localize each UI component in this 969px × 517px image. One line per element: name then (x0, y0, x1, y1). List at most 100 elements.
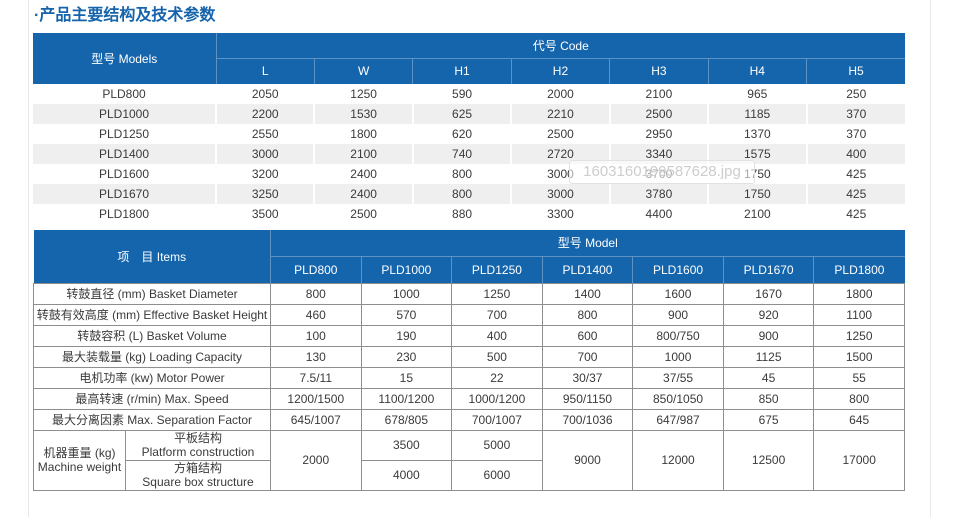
specs-table: 项 目 Items 型号 Model PLD800 PLD1000 PLD125… (33, 230, 905, 491)
column-header: H5 (806, 58, 905, 84)
spec-value-cell: 230 (360, 345, 453, 368)
model-cell: PLD1600 (33, 164, 216, 184)
spec-value-cell: 1200/1500 (270, 387, 362, 410)
dimension-value-cell: 2500 (608, 104, 709, 124)
item-label-cell: 最大装载量 (kg) Loading Capacity (33, 345, 271, 368)
model-cell: PLD800 (33, 84, 216, 104)
dimension-value-cell: 800 (411, 164, 512, 184)
dimension-value-cell: 1800 (313, 124, 413, 144)
model-cell: PLD1800 (33, 204, 216, 224)
spec-value-cell: 800 (541, 303, 634, 326)
column-header: L (215, 58, 315, 84)
spec-value-cell: 1800 (813, 282, 905, 305)
dimension-value-cell: 425 (805, 184, 905, 204)
dimension-value-cell: 1530 (313, 104, 413, 124)
spec-value-cell: 645/1007 (270, 408, 362, 431)
spec-value-cell: 1600 (632, 282, 724, 305)
dimension-value-cell: 3000 (214, 144, 315, 164)
table-row: PLD1250 2550 1800 620 2500 2950 1370 370 (33, 124, 905, 144)
dimension-value-cell: 2100 (313, 144, 413, 164)
column-header: PLD1600 (632, 256, 724, 283)
table-row: 最大分离因素 Max. Separation Factor 645/1007 6… (33, 408, 905, 431)
dimension-value-cell: 880 (411, 204, 512, 224)
structure-label-en: Square box structure (142, 475, 254, 489)
items-corner-header: 项 目 Items (33, 230, 271, 283)
spec-value-cell: 30/37 (541, 366, 634, 389)
content-panel: ·产品主要结构及技术参数 型号 Models 代号 Code L W H1 H2… (28, 0, 931, 517)
spec-value-cell: 400 (451, 324, 543, 347)
spec-value-cell: 920 (722, 303, 815, 326)
dimension-value-cell: 250 (805, 84, 905, 104)
spec-value-cell: 1100 (813, 303, 905, 326)
spec-value-cell: 800/750 (632, 324, 724, 347)
dimension-value-cell: 2000 (510, 84, 610, 104)
column-header: H1 (412, 58, 512, 84)
spec-value-cell: 45 (722, 366, 815, 389)
structure-label-cn: 平板结构 (173, 431, 222, 445)
spec-value-cell: 1000/1200 (451, 387, 543, 410)
spec-value-cell: 130 (270, 345, 362, 368)
dimension-value-cell: 3300 (510, 204, 610, 224)
spec-value-cell: 1500 (813, 345, 905, 368)
dimension-value-cell: 2100 (707, 204, 807, 224)
spec-value-cell: 950/1150 (541, 387, 634, 410)
structure-label-cell: 平板结构 Platform construction (125, 429, 271, 461)
spec-value-cell: 850 (722, 387, 815, 410)
table-row: 最大装载量 (kg) Loading Capacity 130 230 500 … (33, 345, 905, 368)
column-header: PLD800 (270, 256, 362, 283)
spec-value-cell: 647/987 (632, 408, 724, 431)
item-label-cell: 最大分离因素 Max. Separation Factor (33, 408, 271, 431)
weight-value-cell: 12000 (632, 429, 724, 491)
spec-value-cell: 100 (270, 324, 362, 347)
machine-weight-label-cell: 机器重量 (kg) Machine weight (33, 429, 126, 491)
dimension-value-cell: 2210 (510, 104, 610, 124)
table-header-row: L W H1 H2 H3 H4 H5 (33, 58, 905, 84)
item-label-cell: 转鼓容积 (L) Basket Volume (33, 324, 271, 347)
spec-value-cell: 1250 (813, 324, 905, 347)
weight-value-cell: 2000 (270, 429, 362, 491)
spec-value-cell: 1100/1200 (360, 387, 453, 410)
dimension-value-cell: 2050 (214, 84, 315, 104)
section-title: ·产品主要结构及技术参数 (34, 7, 216, 24)
spec-value-cell: 37/55 (632, 366, 724, 389)
dimension-value-cell: 4400 (608, 204, 709, 224)
watermark-filename: 1603160199587628.jpg (569, 160, 755, 184)
spec-value-cell: 1000 (360, 282, 453, 305)
dimension-value-cell: 590 (411, 84, 512, 104)
column-header: PLD1800 (813, 256, 905, 283)
weight-value-cell: 3500 (360, 429, 453, 461)
dimension-value-cell: 370 (805, 124, 905, 144)
table-row: 机器重量 (kg) Machine weight 平板结构 Platform c… (33, 429, 905, 491)
item-label-cell: 电机功率 (kw) Motor Power (33, 366, 271, 389)
spec-value-cell: 675 (722, 408, 815, 431)
spec-value-cell: 645 (813, 408, 905, 431)
weight-value-cell: 12500 (722, 429, 815, 491)
dimension-value-cell: 425 (805, 164, 905, 184)
dimension-value-cell: 3000 (510, 184, 610, 204)
column-header: PLD1400 (541, 256, 633, 283)
column-header: PLD1000 (360, 256, 452, 283)
table-header-row: PLD800 PLD1000 PLD1250 PLD1400 PLD1600 P… (34, 256, 905, 283)
column-header: PLD1670 (722, 256, 814, 283)
machine-weight-label-en: Machine weight (37, 460, 122, 474)
code-group-header: 代号 Code (215, 33, 905, 59)
spec-value-cell: 600 (541, 324, 634, 347)
weight-value-cell: 9000 (541, 429, 634, 491)
dimension-value-cell: 1370 (707, 124, 807, 144)
dimension-value-cell: 3200 (214, 164, 315, 184)
spec-value-cell: 700 (451, 303, 543, 326)
spec-value-cell: 700 (541, 345, 634, 368)
column-header: H4 (707, 58, 807, 84)
dimension-value-cell: 2400 (313, 164, 413, 184)
dimension-value-cell: 2500 (313, 204, 413, 224)
spec-value-cell: 678/805 (360, 408, 453, 431)
spec-value-cell: 15 (360, 366, 453, 389)
spec-value-cell: 190 (360, 324, 453, 347)
dimension-value-cell: 3780 (608, 184, 709, 204)
table-row: PLD1600 3200 2400 800 3000 3700 1750 425 (33, 164, 905, 184)
weight-value-cell: 4000 (360, 459, 453, 491)
dimension-value-cell: 625 (411, 104, 512, 124)
dimension-value-cell: 400 (805, 144, 905, 164)
spec-value-cell: 22 (451, 366, 543, 389)
table-row: 方箱结构 Square box structure 4000 6000 (34, 459, 905, 491)
